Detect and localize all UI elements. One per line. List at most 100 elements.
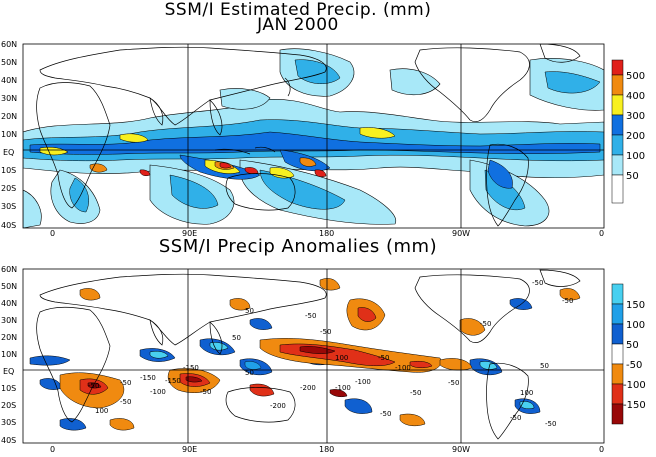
contour-label: -150 bbox=[140, 374, 156, 382]
precip-legend: 500 400 300 200 100 50 bbox=[611, 59, 645, 204]
bottom-lon-axis: 0 90E 180 90W 0 bbox=[50, 445, 604, 454]
legend-swatch-50 bbox=[611, 323, 624, 345]
top-lon-axis: 0 90E 180 90W 0 bbox=[50, 229, 604, 238]
anomaly-legend: 150 100 50 -50 -100 -150 bbox=[611, 283, 646, 425]
legend-swatch-200 bbox=[611, 114, 624, 136]
lat-label: 40N bbox=[1, 76, 17, 85]
contour-label: -150 bbox=[165, 377, 181, 385]
contour-label: -50 bbox=[305, 312, 316, 320]
legend-label-neg50: -50 bbox=[626, 360, 642, 371]
contour-label: -100 bbox=[150, 388, 166, 396]
contour-label: -50 bbox=[562, 297, 573, 305]
legend-label-200: 200 bbox=[626, 131, 645, 142]
lat-label: 10N bbox=[1, 130, 17, 139]
contour-label: -200 bbox=[300, 384, 316, 392]
contour-label: -50 bbox=[480, 320, 491, 328]
contour-label: -200 bbox=[270, 402, 286, 410]
contour-label: -50 bbox=[200, 388, 211, 396]
legend-label-neg100: -100 bbox=[623, 380, 646, 391]
contour-label: -50 bbox=[448, 379, 459, 387]
legend-swatch-300 bbox=[611, 94, 624, 116]
lat-label: 40S bbox=[1, 221, 16, 230]
legend-swatch-100 bbox=[611, 303, 624, 325]
legend-label-500: 500 bbox=[626, 71, 645, 82]
legend-swatch-neutral bbox=[611, 343, 624, 365]
legend-label-50: 50 bbox=[626, 171, 639, 182]
precip-field-red bbox=[139, 162, 327, 178]
lat-label: 10S bbox=[1, 384, 16, 393]
contour-label: 50 bbox=[245, 307, 254, 315]
top-panel-frame bbox=[22, 43, 605, 229]
legend-swatch-400 bbox=[611, 74, 624, 96]
anomaly-contour-labels: -50 -50 50 -50 -50 -50 50 100 -50 -100 5… bbox=[88, 279, 573, 428]
precip-map bbox=[23, 44, 604, 228]
lon-label: 0 bbox=[50, 445, 55, 454]
legend-swatch-neg100 bbox=[611, 383, 624, 405]
coastlines-top bbox=[36, 44, 581, 227]
lat-label: 50N bbox=[1, 58, 17, 67]
lat-label: 10S bbox=[1, 166, 16, 175]
contour-label: 50 bbox=[245, 369, 254, 377]
lat-label: 20S bbox=[1, 184, 16, 193]
legend-swatch-100 bbox=[611, 134, 624, 156]
lon-label: 180 bbox=[319, 229, 334, 238]
legend-label-neg150: -150 bbox=[623, 400, 646, 411]
contour-label: -50 bbox=[532, 279, 543, 287]
contour-label: -150 bbox=[183, 364, 199, 372]
lat-label: 60N bbox=[1, 40, 17, 49]
legend-label-50: 50 bbox=[626, 340, 639, 351]
lat-label: EQ bbox=[3, 148, 14, 157]
bottom-panel-frame bbox=[22, 268, 605, 444]
contour-label: -50 bbox=[510, 414, 521, 422]
lon-label: 180 bbox=[319, 445, 334, 454]
legend-label-100: 100 bbox=[626, 320, 645, 331]
lat-label: 10N bbox=[1, 350, 17, 359]
contour-label: 50 bbox=[540, 362, 549, 370]
coastlines-bottom bbox=[36, 269, 581, 440]
lon-label: 90E bbox=[182, 229, 197, 238]
contour-label: -50 bbox=[120, 398, 131, 406]
lon-label: 90E bbox=[182, 445, 197, 454]
top-lat-axis: 60N 50N 40N 30N 20N 10N EQ 10S 20S 30S 4… bbox=[1, 40, 17, 230]
anomaly-map bbox=[23, 269, 604, 443]
contour-label: 100 bbox=[95, 407, 108, 415]
legend-swatch-500 bbox=[611, 59, 624, 76]
contour-label: 100 bbox=[520, 389, 533, 397]
contour-label: -50 bbox=[88, 382, 99, 390]
legend-swatch-150 bbox=[611, 283, 624, 305]
lon-label: 90W bbox=[452, 445, 470, 454]
contour-label: 100 bbox=[335, 354, 348, 362]
chart-title-line-1: SSM/I Estimated Precip. (mm) bbox=[164, 0, 432, 20]
lat-label: 30N bbox=[1, 94, 17, 103]
lat-label: EQ bbox=[3, 367, 14, 376]
contour-label: -50 bbox=[545, 420, 556, 428]
legend-label-300: 300 bbox=[626, 111, 645, 122]
anomaly-negative-dark bbox=[87, 346, 348, 398]
legend-swatch-50 bbox=[611, 154, 624, 176]
contour-label: -50 bbox=[410, 389, 421, 397]
lat-label: 40S bbox=[1, 436, 16, 445]
lon-label: 0 bbox=[599, 229, 604, 238]
lat-label: 20S bbox=[1, 401, 16, 410]
contour-label: -50 bbox=[320, 328, 331, 336]
chart-title-line-2: JAN 2000 bbox=[257, 15, 339, 35]
contour-label: -50 bbox=[380, 410, 391, 418]
lat-label: 20N bbox=[1, 112, 17, 121]
lat-label: 40N bbox=[1, 299, 17, 308]
lat-label: 30N bbox=[1, 316, 17, 325]
lat-label: 30S bbox=[1, 418, 16, 427]
legend-swatch-neg50 bbox=[611, 363, 624, 385]
legend-label-400: 400 bbox=[626, 91, 645, 102]
legend-swatch-neg150 bbox=[611, 403, 624, 425]
lon-label: 90W bbox=[452, 229, 470, 238]
lon-label: 0 bbox=[599, 445, 604, 454]
contour-label: -100 bbox=[355, 378, 371, 386]
lat-label: 30S bbox=[1, 202, 16, 211]
legend-swatch-0 bbox=[611, 174, 624, 204]
lat-label: 20N bbox=[1, 333, 17, 342]
lat-label: 60N bbox=[1, 265, 17, 274]
lon-label: 0 bbox=[50, 229, 55, 238]
lat-label: 50N bbox=[1, 282, 17, 291]
legend-label-100: 100 bbox=[626, 151, 645, 162]
